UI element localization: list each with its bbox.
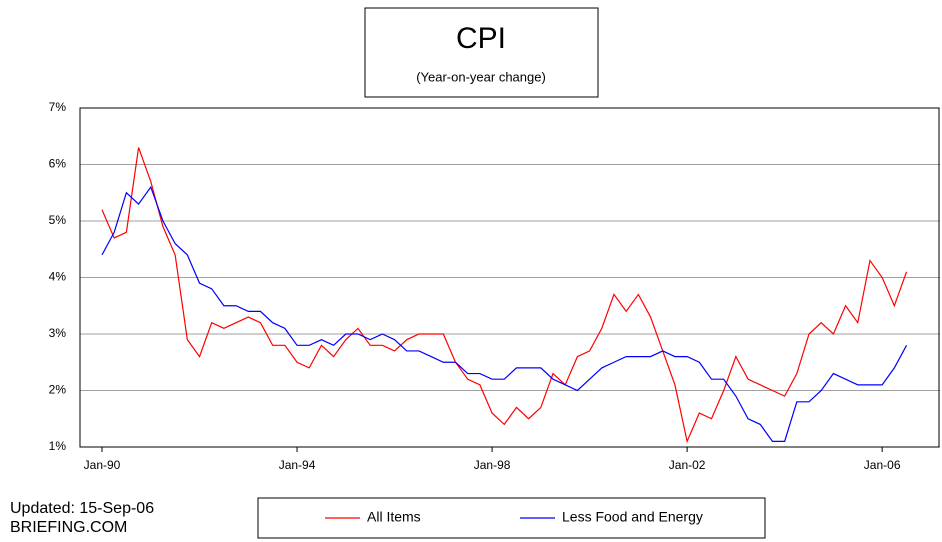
x-tick-label: Jan-94	[279, 458, 316, 472]
x-tick-label: Jan-98	[474, 458, 511, 472]
footnote: BRIEFING.COM	[10, 519, 127, 536]
y-tick-label: 7%	[49, 100, 67, 114]
y-tick-label: 1%	[49, 439, 67, 453]
legend-label: Less Food and Energy	[562, 509, 703, 525]
footnote: Updated: 15-Sep-06	[10, 500, 154, 517]
x-tick-label: Jan-90	[84, 458, 121, 472]
x-tick-label: Jan-06	[864, 458, 901, 472]
title-box	[364, 7, 599, 98]
y-tick-label: 3%	[49, 326, 67, 340]
legend-label: All Items	[367, 509, 421, 525]
y-tick-label: 5%	[49, 213, 67, 227]
chart-title: CPI	[456, 22, 506, 55]
y-tick-label: 6%	[49, 157, 67, 171]
series-line	[101, 185, 908, 442]
plot-border	[79, 107, 940, 448]
chart-subtitle: (Year-on-year change)	[416, 69, 546, 84]
series-line	[101, 147, 908, 444]
y-tick-label: 4%	[49, 270, 67, 284]
y-tick-label: 2%	[49, 383, 67, 397]
x-tick-label: Jan-02	[669, 458, 706, 472]
